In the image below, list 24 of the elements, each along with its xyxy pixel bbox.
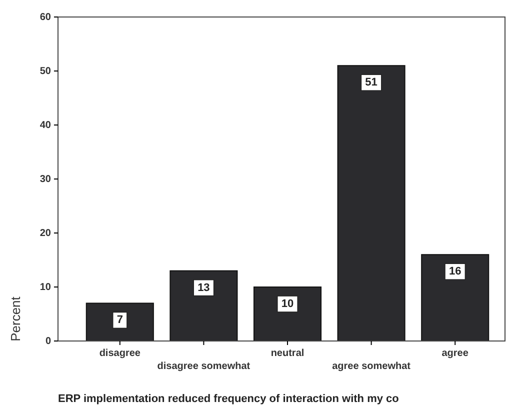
bar	[170, 270, 238, 342]
bar	[421, 254, 490, 342]
bar	[253, 286, 322, 342]
x-tick-label: agree somewhat	[332, 361, 412, 372]
bar	[337, 65, 406, 342]
data-label: 10	[281, 298, 294, 310]
y-axis-title: Percent	[8, 296, 23, 342]
data-label: 7	[116, 314, 123, 326]
bar	[86, 302, 154, 342]
y-tick-label: 60	[40, 12, 52, 24]
y-tick-label: 0	[45, 336, 52, 348]
x-tick-label: disagree	[99, 348, 141, 359]
y-tick-label: 40	[40, 120, 52, 132]
data-label: 51	[365, 76, 378, 89]
y-tick-label: 30	[40, 174, 52, 186]
y-tick-label: 10	[40, 282, 52, 294]
x-tick-label: disagree somewhat	[157, 361, 251, 372]
x-axis-title: ERP implementation reduced frequency of interaction with my co	[58, 393, 400, 405]
y-tick-label: 20	[40, 228, 52, 240]
y-tick-label: 50	[40, 66, 52, 78]
x-tick-label: neutral	[270, 348, 304, 359]
x-tick-label: agree	[442, 348, 469, 359]
data-label: 13	[198, 282, 210, 294]
data-label: 16	[448, 266, 462, 278]
